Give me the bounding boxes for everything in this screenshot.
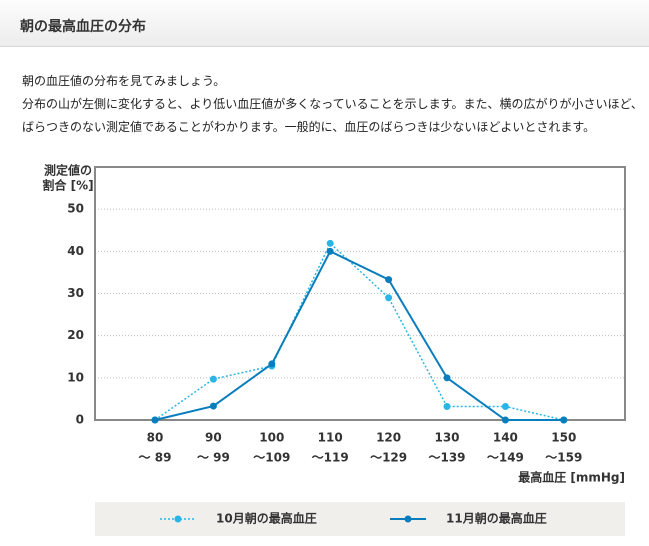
description: 朝の血圧値の分布を見てみましょう。 分布の山が左側に変化すると、より低い血圧値が… bbox=[22, 70, 643, 139]
x-tick-range: ～ 99 bbox=[197, 451, 230, 465]
data-point bbox=[209, 375, 217, 383]
x-tick-label: 90 bbox=[205, 431, 222, 445]
legend-label: 10月朝の最高血圧 bbox=[216, 511, 317, 526]
x-tick-range: ～119 bbox=[312, 451, 349, 465]
data-point bbox=[385, 294, 393, 302]
data-point bbox=[326, 247, 334, 255]
header: 朝の最高血圧の分布 bbox=[0, 0, 649, 47]
page-title: 朝の最高血圧の分布 bbox=[20, 19, 146, 35]
x-tick-label: 150 bbox=[551, 431, 576, 445]
data-point bbox=[560, 416, 568, 424]
x-tick-range: ～129 bbox=[370, 451, 407, 465]
desc-line: ばらつきのない測定値であることがわかります。一般的に、血圧のばらつきは少ないほど… bbox=[22, 120, 596, 134]
y-tick-label: 50 bbox=[67, 202, 84, 216]
plot-frame bbox=[94, 166, 626, 421]
legend-label: 11月朝の最高血圧 bbox=[446, 511, 547, 526]
data-point bbox=[151, 416, 159, 424]
x-tick-label: 130 bbox=[434, 431, 459, 445]
series-line bbox=[154, 250, 564, 421]
y-label: 割合 [%] bbox=[42, 178, 93, 193]
data-point bbox=[385, 276, 393, 284]
y-label: 測定値の bbox=[44, 163, 92, 178]
x-tick-label: 140 bbox=[493, 431, 518, 445]
x-label: 最高血圧 [mmHg] bbox=[518, 470, 625, 485]
y-tick-label: 40 bbox=[67, 244, 84, 258]
x-tick-range: ～149 bbox=[487, 451, 524, 465]
y-tick-label: 10 bbox=[67, 370, 84, 384]
legend-marker bbox=[404, 515, 412, 523]
y-tick-label: 20 bbox=[67, 328, 84, 342]
desc-line: 朝の血圧値の分布を見てみましょう。 bbox=[22, 74, 226, 88]
y-tick-label: 0 bbox=[76, 413, 84, 427]
data-point bbox=[501, 416, 509, 424]
x-tick-range: ～159 bbox=[545, 451, 582, 465]
data-point bbox=[501, 403, 509, 411]
x-tick-label: 80 bbox=[147, 431, 164, 445]
series-line bbox=[154, 242, 564, 421]
x-tick-label: 110 bbox=[318, 431, 343, 445]
y-tick-label: 30 bbox=[67, 286, 84, 300]
legend-box bbox=[95, 502, 625, 536]
data-point bbox=[443, 374, 451, 382]
x-tick-range: ～ 89 bbox=[139, 451, 172, 465]
legend-marker bbox=[174, 515, 182, 523]
x-tick-label: 120 bbox=[376, 431, 401, 445]
data-point bbox=[326, 239, 334, 247]
x-tick-range: ～139 bbox=[428, 451, 465, 465]
data-point bbox=[443, 403, 451, 411]
data-point bbox=[209, 402, 217, 410]
x-tick-range: ～109 bbox=[253, 451, 290, 465]
x-tick-label: 100 bbox=[259, 431, 284, 445]
desc-line: 分布の山が左側に変化すると、より低い血圧値が多くなっていることを示します。また、… bbox=[22, 97, 643, 111]
data-point bbox=[268, 360, 276, 368]
